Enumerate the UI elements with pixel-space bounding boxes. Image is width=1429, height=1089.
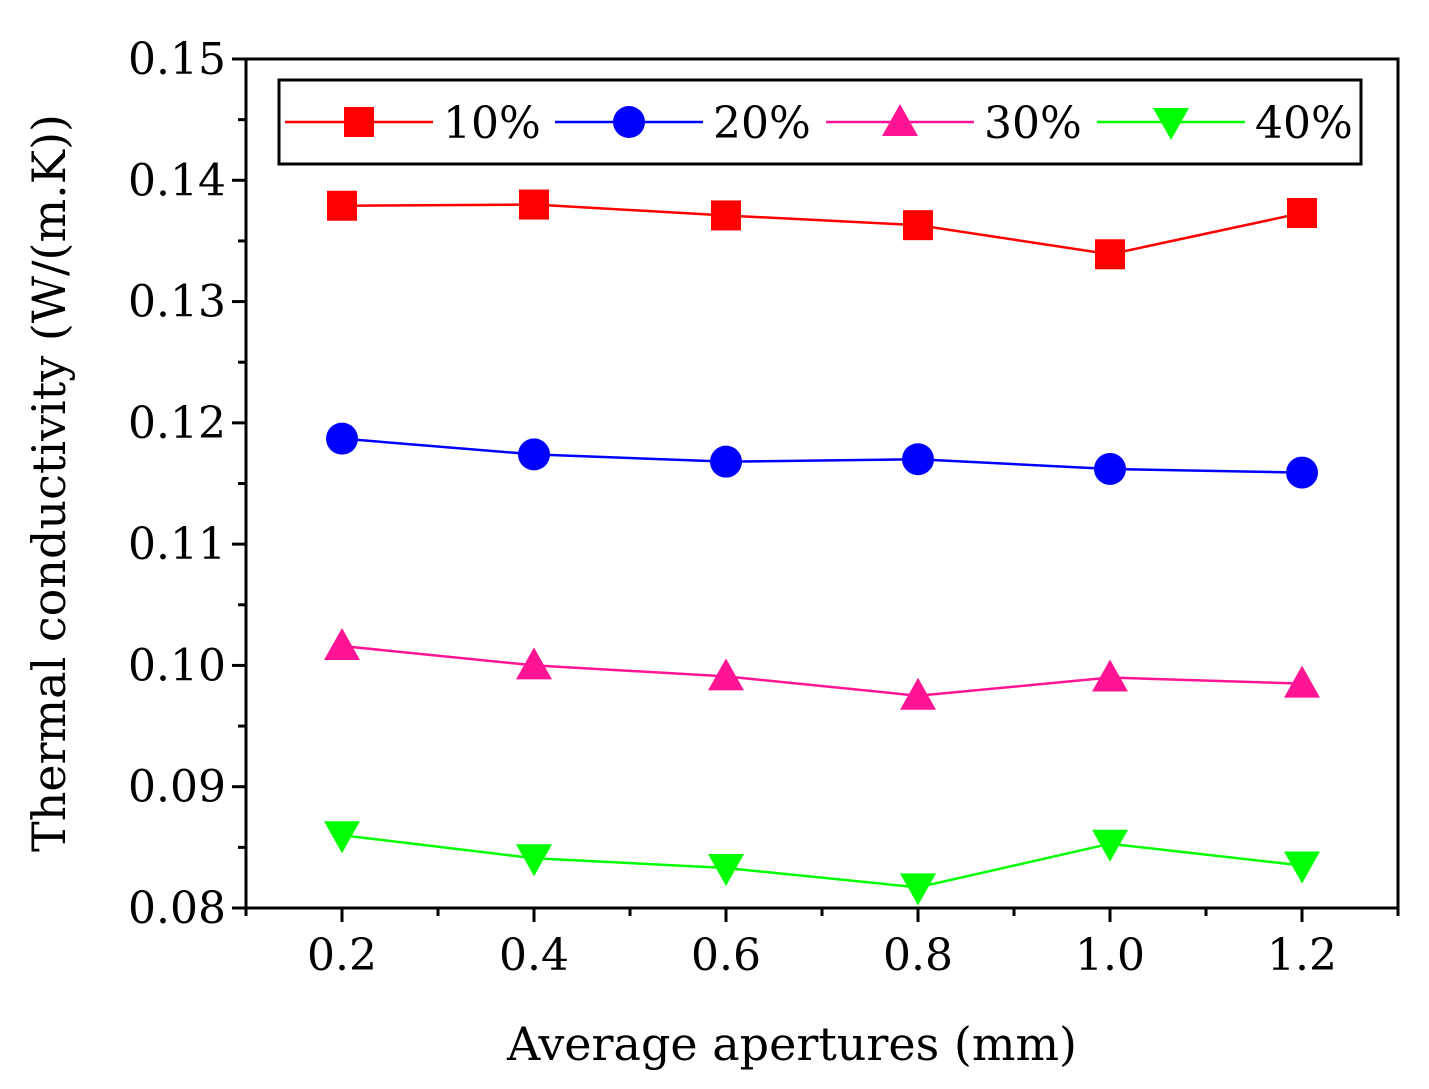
plot-area: [244, 57, 1400, 910]
series-line: [341, 437, 1303, 474]
data-point: [708, 853, 744, 886]
legend-label: 30%: [984, 98, 1082, 149]
data-point: [900, 873, 936, 906]
y-tick-label: 0.10: [128, 640, 226, 691]
legend-label: 10%: [443, 98, 541, 149]
x-tick-label: 1.2: [1267, 930, 1337, 981]
legend-marker: [613, 106, 645, 138]
data-point: [1094, 452, 1126, 485]
plot-frame: [244, 57, 1400, 910]
legend-label: 20%: [713, 98, 811, 149]
series-30pct: [324, 628, 1320, 710]
x-tick-label: 0.2: [307, 930, 377, 981]
y-tick-label: 0.09: [128, 762, 226, 813]
legend-entry: 40%: [1097, 98, 1353, 149]
data-point: [516, 844, 552, 877]
data-point: [516, 647, 552, 680]
data-point: [327, 190, 357, 221]
series-20pct: [326, 422, 1318, 489]
y-tick-label: 0.12: [128, 398, 226, 449]
legend-marker: [1153, 108, 1189, 140]
data-point: [326, 422, 358, 455]
legend-marker: [882, 104, 918, 136]
data-point: [1284, 851, 1320, 884]
y-axis-title: Thermal conductivity (W/(m.K)): [22, 114, 76, 852]
y-tick-label: 0.11: [128, 519, 226, 570]
data-point: [903, 210, 933, 241]
legend-entry: 30%: [826, 98, 1082, 149]
series-10pct: [327, 189, 1317, 270]
legend-label: 40%: [1255, 98, 1353, 149]
x-axis-title: Average apertures (mm): [506, 1017, 1077, 1071]
data-point: [1095, 239, 1125, 270]
legend: 10% 20% 30% 40%: [277, 78, 1363, 166]
x-tick-label: 1.0: [1075, 930, 1145, 981]
legend-entry: 10%: [285, 98, 541, 149]
legend-entry: 20%: [555, 98, 811, 149]
data-point: [1287, 198, 1317, 229]
y-tick-label: 0.13: [128, 277, 226, 328]
x-tick-label: 0.6: [691, 930, 761, 981]
axis-ticks: 0.08 0.09 0.10 0.11 0.12 0.13 0.14 0.15 0.2 0.4 0.…: [128, 34, 1400, 981]
data-point: [710, 445, 742, 478]
data-point: [519, 189, 549, 220]
data-point: [902, 443, 934, 476]
series-line: [341, 644, 1303, 698]
data-point: [1286, 456, 1318, 489]
data-point: [518, 438, 550, 471]
data-point: [324, 821, 360, 854]
data-point: [1092, 829, 1128, 862]
series-40pct: [324, 821, 1320, 906]
data-point: [1284, 665, 1320, 698]
series-line: [341, 203, 1303, 256]
data-point: [324, 628, 360, 661]
y-tick-label: 0.14: [128, 155, 226, 206]
y-tick-label: 0.15: [128, 34, 226, 85]
legend-marker: [344, 107, 374, 137]
data-point: [900, 677, 936, 710]
series-layer: [324, 189, 1320, 906]
x-tick-label: 0.4: [499, 930, 569, 981]
data-point: [1092, 659, 1128, 692]
data-point: [708, 658, 744, 691]
y-tick-label: 0.08: [128, 883, 226, 934]
data-point: [711, 200, 741, 231]
series-line: [341, 833, 1303, 889]
x-tick-label: 0.8: [883, 930, 953, 981]
